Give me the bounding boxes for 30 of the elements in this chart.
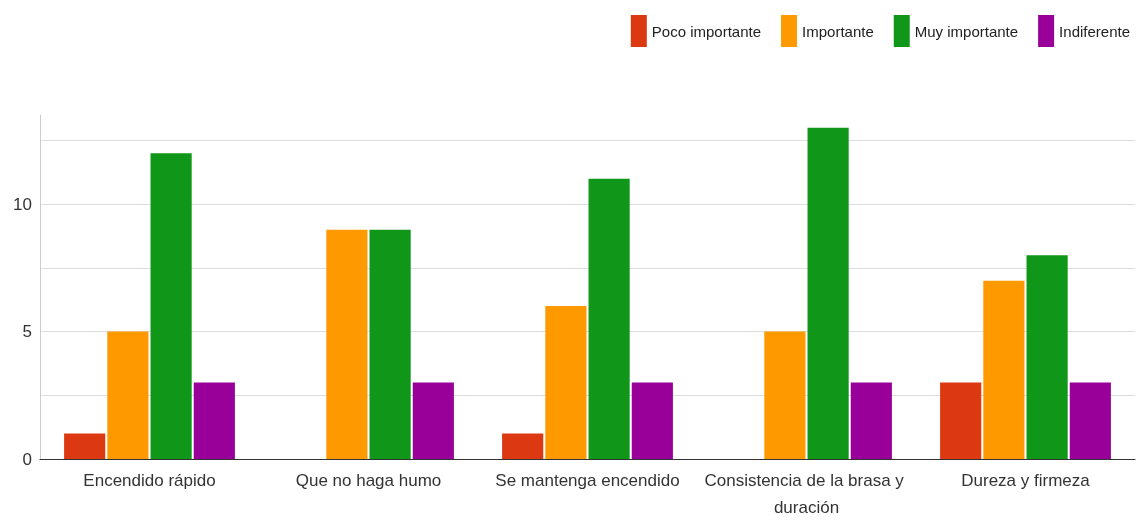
bar bbox=[150, 153, 192, 459]
bar bbox=[64, 433, 106, 459]
bar bbox=[983, 280, 1025, 459]
bar bbox=[545, 306, 587, 459]
bar bbox=[1069, 382, 1111, 459]
legend-label: Poco importante bbox=[651, 22, 762, 40]
bar bbox=[764, 331, 806, 459]
y-tick-label: 10 bbox=[13, 194, 32, 214]
bar bbox=[588, 178, 630, 459]
x-tick-label: Que no haga humo bbox=[295, 471, 442, 490]
bar bbox=[807, 127, 849, 459]
bar bbox=[850, 382, 892, 459]
y-tick-label: 0 bbox=[22, 449, 32, 469]
bar bbox=[412, 382, 454, 459]
bar bbox=[193, 382, 235, 459]
bar bbox=[940, 382, 982, 459]
legend-label: Muy importante bbox=[914, 22, 1019, 40]
bar bbox=[326, 229, 368, 459]
bar bbox=[631, 382, 673, 459]
x-tick-label: Se mantenga encendido bbox=[495, 471, 680, 490]
x-tick-label: Consistencia de la brasa y duración bbox=[704, 471, 909, 517]
y-tick-label: 5 bbox=[22, 322, 32, 342]
bar bbox=[502, 433, 544, 459]
bar bbox=[107, 331, 149, 459]
x-tick-label: Encendido rápido bbox=[83, 471, 216, 490]
x-tick-label: Dureza y firmeza bbox=[961, 471, 1091, 490]
legend-label: Indiferente bbox=[1059, 22, 1131, 40]
bar bbox=[1026, 255, 1068, 459]
bar bbox=[369, 229, 411, 459]
legend-label: Importante bbox=[802, 22, 874, 40]
